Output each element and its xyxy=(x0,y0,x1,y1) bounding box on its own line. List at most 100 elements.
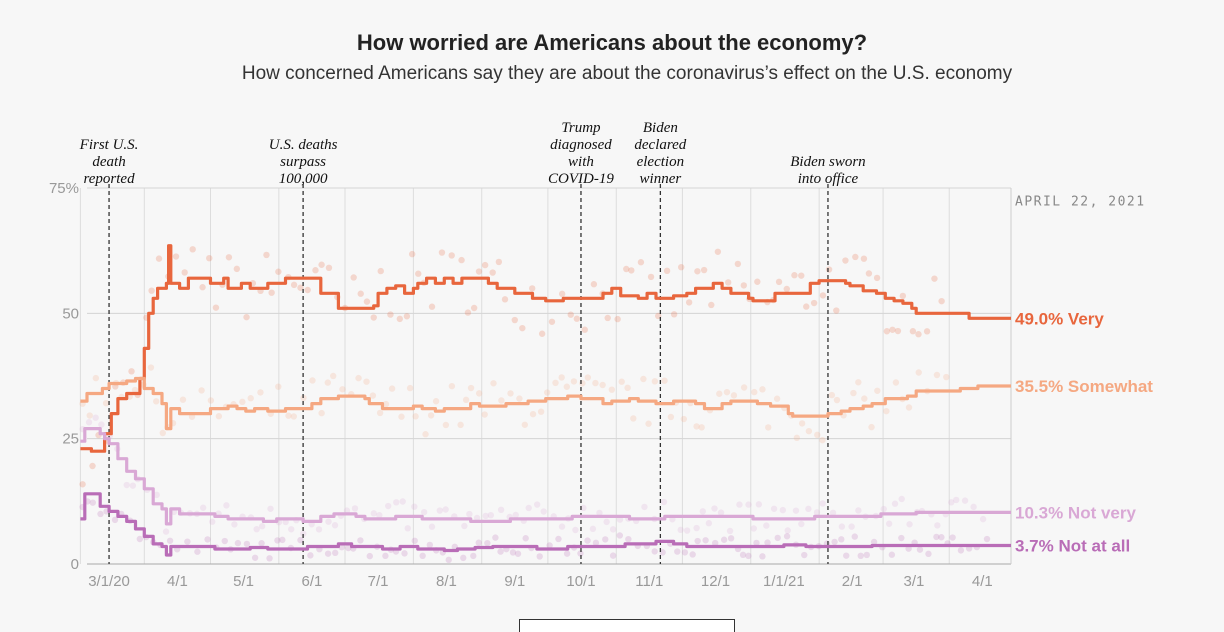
poll-dot xyxy=(428,303,436,310)
poll-dot xyxy=(640,375,647,383)
poll-dot xyxy=(705,520,713,527)
poll-dot xyxy=(791,272,798,279)
poll-dot xyxy=(563,550,571,557)
poll-dot xyxy=(825,266,833,273)
poll-dot xyxy=(558,523,566,530)
poll-dot xyxy=(304,286,311,294)
poll-dot xyxy=(678,263,685,271)
poll-dot xyxy=(522,535,529,542)
poll-dot xyxy=(803,303,810,310)
poll-dot xyxy=(899,292,907,300)
poll-dot xyxy=(475,539,482,546)
poll-dot xyxy=(831,538,838,546)
poll-dot xyxy=(263,251,270,259)
poll-dot xyxy=(233,265,241,273)
poll-dot xyxy=(247,395,254,402)
poll-dot xyxy=(538,330,546,337)
poll-dot xyxy=(470,552,477,560)
poll-dot xyxy=(369,392,377,399)
poll-dot xyxy=(603,518,610,526)
poll-dot xyxy=(814,431,821,439)
poll-dot xyxy=(727,535,735,542)
poll-dot xyxy=(739,551,747,559)
poll-dot xyxy=(436,507,443,514)
poll-dot xyxy=(345,544,352,552)
poll-dot xyxy=(970,503,977,511)
poll-dot xyxy=(637,259,645,266)
poll-dot xyxy=(614,315,621,323)
x-tick-label: 6/1 xyxy=(302,573,323,590)
poll-dot xyxy=(253,525,260,533)
poll-dot xyxy=(558,290,566,298)
poll-dot xyxy=(442,506,449,513)
poll-dot xyxy=(355,374,362,382)
poll-dot xyxy=(102,399,110,407)
poll-dot xyxy=(874,387,881,394)
poll-dot xyxy=(870,538,878,546)
poll-dot xyxy=(111,516,119,524)
poll-dot xyxy=(819,500,826,507)
poll-dot xyxy=(516,395,523,402)
poll-dot xyxy=(792,507,800,514)
poll-dot xyxy=(953,496,960,504)
poll-dot xyxy=(288,526,295,533)
poll-dot xyxy=(411,503,418,510)
event-label: First U.S. xyxy=(79,137,139,153)
poll-dot xyxy=(225,254,233,261)
poll-dot xyxy=(495,258,503,266)
poll-dot xyxy=(584,537,591,544)
poll-dot xyxy=(764,539,771,546)
poll-dot xyxy=(487,511,495,519)
poll-dot xyxy=(716,390,723,397)
poll-dot xyxy=(473,514,481,522)
poll-dot xyxy=(805,505,812,513)
poll-dot xyxy=(558,374,565,381)
poll-dot xyxy=(212,304,220,311)
poll-dot xyxy=(363,378,370,385)
poll-dot xyxy=(894,327,902,335)
poll-dot xyxy=(925,550,932,558)
poll-dot xyxy=(234,539,242,547)
poll-dot xyxy=(519,324,526,332)
poll-dot xyxy=(784,527,791,534)
series-end-label: 35.5% Somewhat xyxy=(1015,377,1153,396)
poll-dot xyxy=(258,540,265,547)
poll-dot xyxy=(609,526,617,533)
poll-dot xyxy=(184,538,191,545)
poll-dot xyxy=(599,381,606,389)
poll-dot xyxy=(339,386,346,393)
poll-dot xyxy=(438,249,446,256)
poll-dot xyxy=(590,281,598,288)
poll-dot xyxy=(798,520,805,528)
poll-dot xyxy=(412,413,419,420)
poll-dot xyxy=(726,527,734,535)
poll-dot xyxy=(181,269,188,276)
poll-dot xyxy=(460,554,467,562)
poll-dot xyxy=(865,270,873,277)
poll-dot xyxy=(880,505,887,513)
poll-dot xyxy=(490,380,497,387)
poll-dot xyxy=(509,549,517,556)
poll-dot xyxy=(850,389,857,397)
poll-dot xyxy=(147,364,155,371)
poll-dot xyxy=(324,550,332,557)
poll-dot xyxy=(868,423,875,431)
poll-dot xyxy=(775,278,783,286)
poll-dot xyxy=(152,398,160,405)
poll-dot xyxy=(457,421,464,429)
poll-dot xyxy=(148,287,155,294)
poll-dot xyxy=(481,261,489,269)
poll-dot xyxy=(521,421,529,428)
poll-dot xyxy=(702,537,709,544)
poll-dot xyxy=(498,397,505,404)
poll-dot xyxy=(888,551,896,558)
poll-dot xyxy=(624,384,631,392)
poll-dot xyxy=(419,552,426,560)
poll-dot xyxy=(618,378,625,385)
poll-dot xyxy=(376,409,384,417)
poll-dot xyxy=(267,505,274,512)
poll-dot xyxy=(415,270,422,277)
poll-dot xyxy=(543,389,551,396)
poll-dot xyxy=(685,299,693,306)
poll-dot xyxy=(660,498,668,506)
